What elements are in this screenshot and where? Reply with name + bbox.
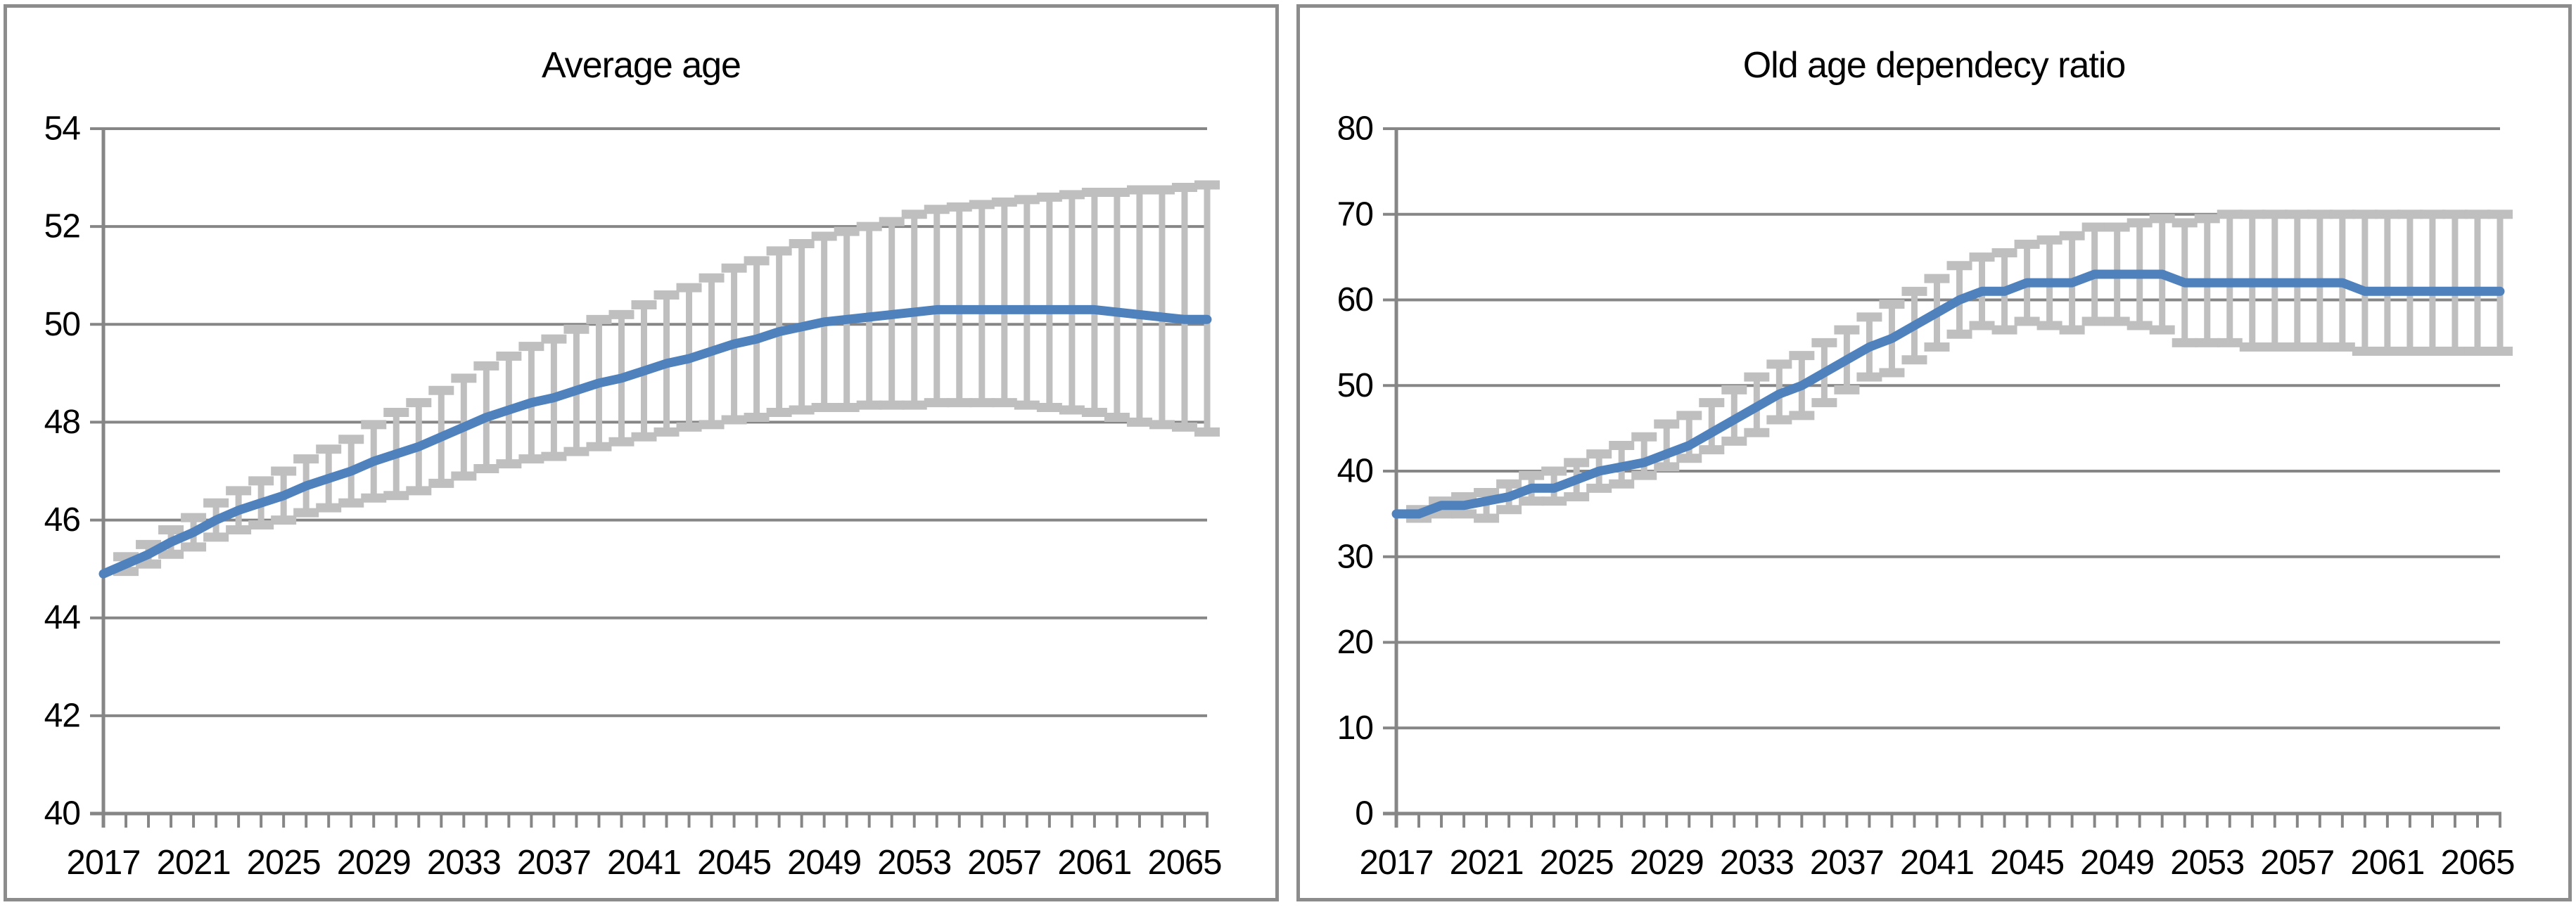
y-tick-label: 50 [1337,367,1373,404]
x-tick-label: 2041 [607,844,681,882]
gridlines-group [1383,127,2500,730]
x-tick-label: 2029 [1630,844,1704,882]
x-tick-label: 2033 [1720,844,1794,882]
y-tick-label: 42 [44,697,80,734]
mean-line-series [1391,269,2505,519]
x-tick-label: 2029 [337,844,411,882]
error-bars-group [113,180,1220,577]
gridlines-group [90,127,1207,717]
x-tick-label: 2057 [967,844,1041,882]
y-tick-label: 44 [44,599,81,636]
y-tick-label: 60 [1337,281,1373,319]
y-tick-label: 40 [1337,453,1373,490]
y-tick-label: 48 [44,404,80,441]
y-tick-label: 30 [1337,538,1373,575]
x-tick-label: 2021 [157,844,231,882]
y-tick-label: 54 [44,110,81,148]
y-tick-label: 46 [44,501,80,539]
y-tick-label: 20 [1337,624,1373,661]
x-tick-label: 2017 [1359,844,1433,882]
axis-labels-group: 40 42 44 46 48 50 52 54 2017 2021 2025 2029 2033 2037… [44,110,1223,882]
y-tick-label: 50 [44,306,80,343]
y-tick-label: 52 [44,208,80,245]
x-tick-label: 2033 [427,844,501,882]
chart-title-average-age: Average age [542,45,741,86]
chart-panel-old-age-dependency-ratio: 0 10 20 30 40 50 60 70 80 2017 2021 2025 2029 2033 203… [1296,4,2572,901]
mean-line-series [98,304,1212,579]
axis-ticks-group [90,127,1209,828]
series-group [98,304,1212,579]
chart-panel-average-age: 40 42 44 46 48 50 52 54 2017 2021 2025 2029 2033 2037… [4,4,1279,901]
x-tick-label: 2041 [1900,844,1974,882]
axis-ticks-group [1383,127,2501,828]
x-tick-label: 2061 [1057,844,1131,882]
x-tick-label: 2053 [2170,844,2244,882]
y-tick-label: 70 [1337,195,1373,233]
y-tick-label: 10 [1337,709,1373,747]
x-tick-label: 2025 [1540,844,1614,882]
average-age-chart: 40 42 44 46 48 50 52 54 2017 2021 2025 2029 2033 2037… [44,110,1223,882]
x-tick-label: 2053 [877,844,951,882]
y-tick-label: 0 [1355,795,1373,833]
x-tick-label: 2025 [247,844,321,882]
x-tick-label: 2017 [66,844,140,882]
x-tick-label: 2057 [2260,844,2334,882]
x-tick-label: 2037 [1810,844,1884,882]
series-group [1391,269,2505,519]
y-tick-label: 40 [44,795,80,833]
axis-labels-group: 0 10 20 30 40 50 60 70 80 2017 2021 2025 2029 2033 203… [1337,110,2516,882]
x-tick-label: 2045 [697,844,771,882]
x-tick-label: 2065 [1147,844,1221,882]
x-tick-label: 2061 [2350,844,2424,882]
old-age-dependency-ratio-chart: 0 10 20 30 40 50 60 70 80 2017 2021 2025 2029 2033 203… [1337,110,2516,882]
y-tick-label: 80 [1337,110,1373,148]
x-tick-label: 2045 [1990,844,2064,882]
x-tick-label: 2037 [517,844,591,882]
x-tick-label: 2021 [1450,844,1524,882]
x-tick-label: 2065 [2440,844,2514,882]
error-bars-group [1406,210,2513,523]
x-tick-label: 2049 [2080,844,2154,882]
x-tick-label: 2049 [787,844,861,882]
chart-title-old-age-dependency-ratio: Old age dependecy ratio [1742,45,2127,86]
